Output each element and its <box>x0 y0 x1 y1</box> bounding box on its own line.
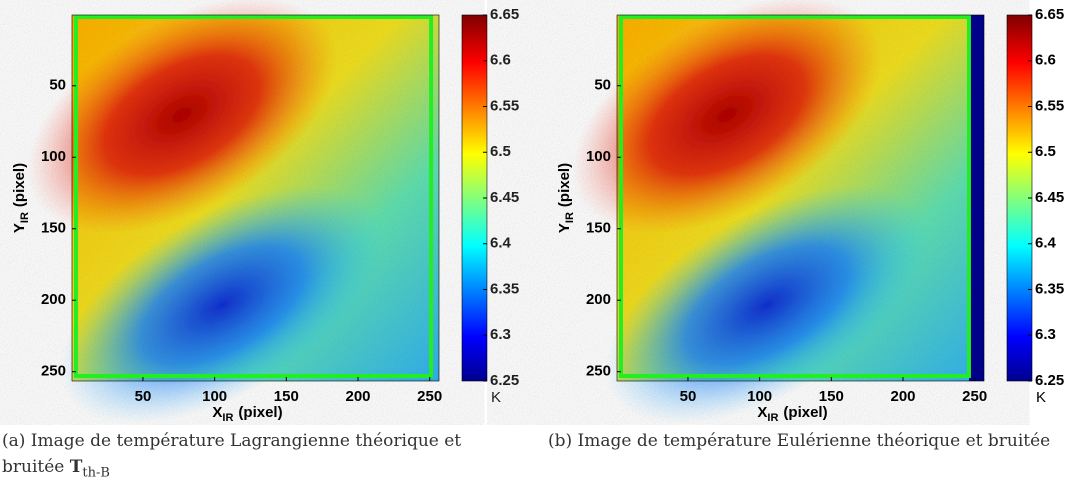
caption-text: (a) Image de température Lagrangienne th… <box>2 431 462 477</box>
y-tick-label: 200 <box>41 291 66 308</box>
y-axis-label: YIR (pixel) <box>11 163 31 233</box>
colorbar-tick-label: 6.25 <box>490 372 519 389</box>
y-axis-label-part: Y <box>11 223 28 233</box>
y-axis-label-part: Y <box>556 223 573 233</box>
axes-box <box>71 14 440 382</box>
caption: (b) Image de température Eulérienne théo… <box>548 428 1068 454</box>
caption: (a) Image de température Lagrangienne th… <box>2 428 522 486</box>
x-axis-label-part: X <box>757 404 767 421</box>
colorbar-tick-label: 6.55 <box>490 97 519 114</box>
x-tick-label: 100 <box>202 388 227 405</box>
hot-region <box>27 0 337 234</box>
x-axis-label: XIR (pixel) <box>212 404 282 424</box>
colorbar-tick-label: 6.65 <box>490 6 519 23</box>
colorbar-tick-label: 6.3 <box>490 326 511 343</box>
x-axis-label: XIR (pixel) <box>757 404 827 424</box>
x-axis-label-part: IR <box>767 412 778 424</box>
colorbar-tick-label: 6.4 <box>1035 235 1057 252</box>
axes-box <box>616 14 985 382</box>
y-tick-label: 250 <box>41 363 66 380</box>
roi-frame <box>619 15 971 378</box>
x-tick-label: 50 <box>135 388 152 405</box>
colorbar-tick-label: 6.25 <box>1035 372 1064 389</box>
colorbar-tick-label: 6.5 <box>490 143 511 160</box>
x-axis-label-part: (pixel) <box>783 404 827 421</box>
y-axis-label-part: (pixel) <box>556 163 573 207</box>
y-axis-label: YIR (pixel) <box>556 163 576 233</box>
x-tick-label: 50 <box>680 388 697 405</box>
colorbar-unit: K <box>1036 389 1046 406</box>
heatmap <box>27 0 439 425</box>
y-tick-label: 150 <box>586 220 611 237</box>
caption-text: (b) Image de température Eulérienne théo… <box>548 431 1051 451</box>
colorbar-tick-label: 6.3 <box>1035 326 1056 343</box>
y-tick-label: 250 <box>586 363 611 380</box>
y-axis-label-part: IR <box>19 212 31 223</box>
x-tick-label: 100 <box>747 388 772 405</box>
y-tick-label: 150 <box>41 220 66 237</box>
cold-region <box>59 185 385 425</box>
colorbar-tick-label: 6.6 <box>1035 52 1056 69</box>
x-tick-label: 250 <box>417 388 442 405</box>
cold-region <box>604 185 930 425</box>
colorbar-tick-label: 6.45 <box>1035 189 1064 206</box>
colorbar-tick-label: 6.4 <box>490 235 512 252</box>
colorbar-tick-label: 6.35 <box>490 280 519 297</box>
colorbar-tick-label: 6.6 <box>490 52 511 69</box>
y-axis-label-part: (pixel) <box>11 163 28 207</box>
y-tick-label: 200 <box>586 291 611 308</box>
y-axis-label-part: IR <box>564 212 576 223</box>
colorbar-unit: K <box>491 389 501 406</box>
x-tick-label: 250 <box>962 388 987 405</box>
colorbar-tick-label: 6.55 <box>1035 97 1064 114</box>
caption-subscript: th-B <box>82 465 110 481</box>
y-tick-label: 50 <box>49 77 66 94</box>
colorbar <box>1006 14 1033 382</box>
x-tick-label: 200 <box>345 388 370 405</box>
caption-symbol: T <box>69 457 83 477</box>
y-tick-label: 100 <box>586 148 611 165</box>
x-axis-label-part: IR <box>222 412 233 424</box>
heatmap <box>572 0 984 425</box>
y-tick-label: 100 <box>41 148 66 165</box>
x-tick-label: 150 <box>274 388 299 405</box>
colorbar-tick-label: 6.45 <box>490 189 519 206</box>
x-tick-label: 200 <box>890 388 915 405</box>
colorbar-tick-label: 6.35 <box>1035 280 1064 297</box>
x-tick-label: 150 <box>819 388 844 405</box>
x-axis-label-part: (pixel) <box>238 404 282 421</box>
x-axis-label-part: X <box>212 404 222 421</box>
roi-frame <box>74 15 434 378</box>
y-tick-label: 50 <box>594 77 611 94</box>
colorbar-tick-label: 6.65 <box>1035 6 1064 23</box>
hot-region <box>572 0 882 234</box>
edge-strip <box>968 15 984 381</box>
colorbar-tick-label: 6.5 <box>1035 143 1056 160</box>
